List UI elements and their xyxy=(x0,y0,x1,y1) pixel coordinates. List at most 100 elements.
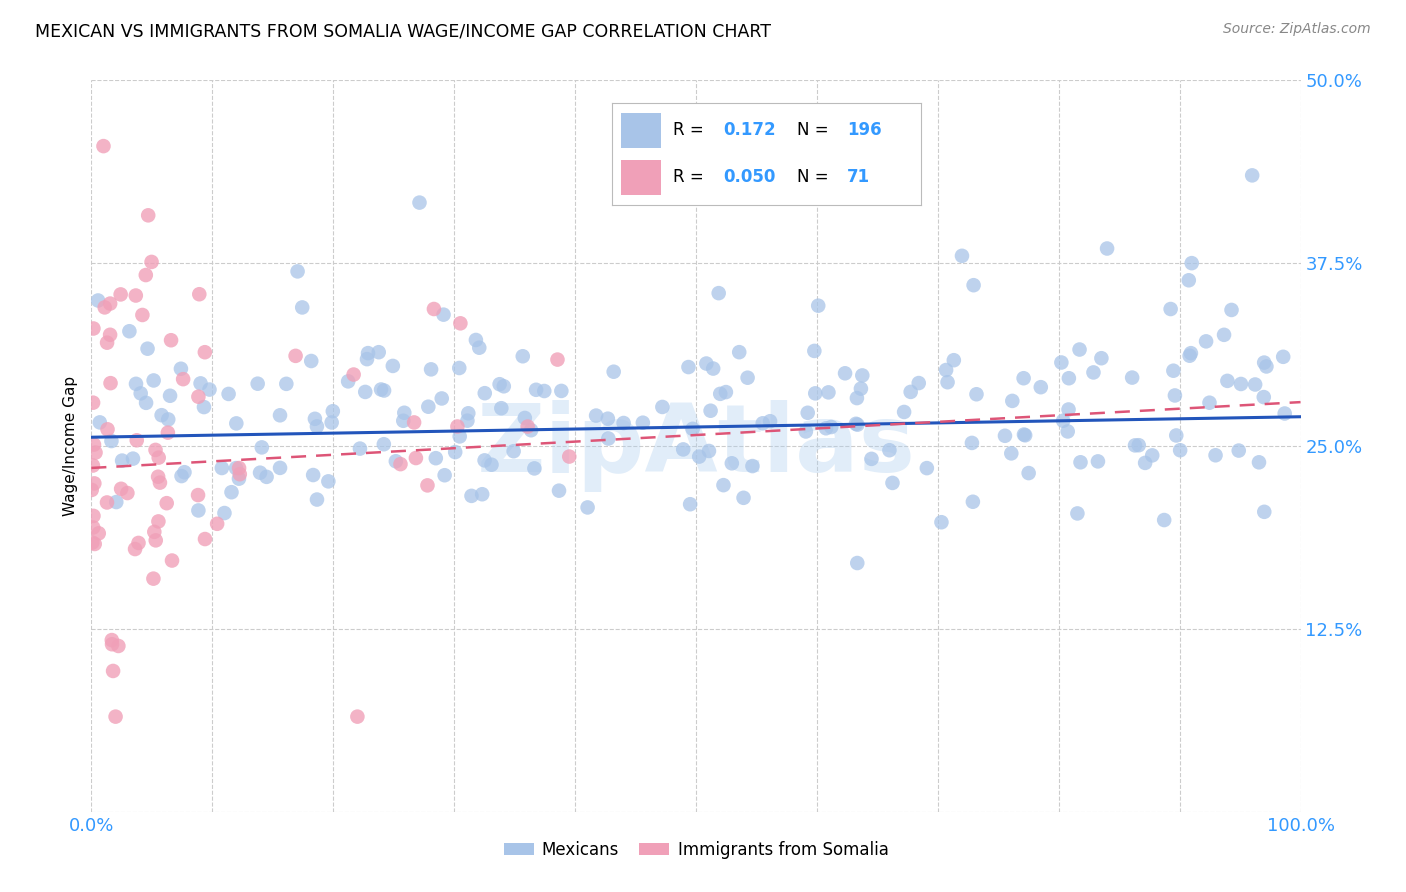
Point xyxy=(373,384,395,398)
Point xyxy=(150,408,173,422)
Point xyxy=(100,376,122,391)
Point xyxy=(187,488,209,502)
Point xyxy=(1178,349,1201,363)
Point xyxy=(143,524,166,539)
Point xyxy=(794,425,817,439)
Point xyxy=(699,403,721,417)
Point xyxy=(135,268,157,282)
Point xyxy=(907,376,929,390)
Point xyxy=(228,461,250,475)
Point xyxy=(796,406,818,420)
Point xyxy=(707,286,730,301)
Point xyxy=(148,450,170,465)
Point xyxy=(101,664,124,678)
Point xyxy=(302,468,325,483)
Point xyxy=(246,376,269,391)
Point xyxy=(516,419,538,434)
Point xyxy=(198,383,221,397)
Point xyxy=(1227,443,1250,458)
Point xyxy=(733,491,755,505)
Point xyxy=(211,461,233,475)
Point xyxy=(101,637,124,651)
Point xyxy=(849,382,872,396)
Point xyxy=(1205,448,1227,462)
Point xyxy=(846,556,869,570)
Point xyxy=(82,395,104,409)
Legend: Mexicans, Immigrants from Somalia: Mexicans, Immigrants from Somalia xyxy=(496,834,896,865)
Point xyxy=(128,536,150,550)
Point xyxy=(135,396,157,410)
Point xyxy=(131,308,153,322)
Point xyxy=(1142,449,1164,463)
Point xyxy=(962,278,984,293)
Point xyxy=(218,387,240,401)
Point xyxy=(1133,456,1156,470)
Point xyxy=(468,341,491,355)
Point xyxy=(187,390,209,404)
Text: R =: R = xyxy=(673,169,710,186)
Point xyxy=(533,384,555,398)
Point xyxy=(702,361,724,376)
Text: 71: 71 xyxy=(846,169,870,186)
Point xyxy=(1057,402,1080,417)
Point xyxy=(80,483,103,497)
Point xyxy=(194,532,217,546)
Point xyxy=(1069,455,1091,469)
Point xyxy=(89,416,111,430)
Point xyxy=(321,416,343,430)
Point xyxy=(149,475,172,490)
Point xyxy=(423,301,446,316)
Point xyxy=(188,287,211,301)
Point xyxy=(156,425,179,440)
Text: 0.172: 0.172 xyxy=(723,121,776,139)
Point xyxy=(851,368,873,383)
Point xyxy=(172,372,194,386)
Point xyxy=(474,453,496,467)
Point xyxy=(136,208,159,222)
Point xyxy=(893,405,915,419)
Point xyxy=(394,406,416,420)
Point xyxy=(1241,169,1264,183)
Point xyxy=(82,520,104,534)
Point xyxy=(125,376,148,391)
Point xyxy=(1253,505,1275,519)
Point xyxy=(1256,359,1278,374)
Point xyxy=(602,365,624,379)
Point xyxy=(672,442,695,457)
Point xyxy=(714,385,737,400)
Point xyxy=(142,374,165,388)
Point xyxy=(136,342,159,356)
Point xyxy=(994,429,1017,443)
Point xyxy=(269,409,291,423)
Point xyxy=(389,457,412,471)
Point xyxy=(817,385,839,400)
Point xyxy=(98,327,121,342)
Point xyxy=(299,354,322,368)
Text: 196: 196 xyxy=(846,121,882,139)
Point xyxy=(1052,414,1074,428)
Point xyxy=(1001,393,1024,408)
Point xyxy=(613,416,636,430)
Point xyxy=(100,434,122,448)
Point xyxy=(214,506,236,520)
Point xyxy=(304,412,326,426)
Point xyxy=(367,345,389,359)
Point xyxy=(547,352,569,367)
Point xyxy=(576,500,599,515)
Point xyxy=(585,409,607,423)
Point xyxy=(432,308,454,322)
Point xyxy=(405,450,427,465)
Point xyxy=(1128,438,1150,452)
Point xyxy=(1087,454,1109,468)
Point xyxy=(444,445,467,459)
Point xyxy=(82,458,104,473)
Point xyxy=(170,469,193,483)
Point xyxy=(449,429,471,443)
Point xyxy=(160,333,183,347)
Point xyxy=(814,421,837,435)
Text: N =: N = xyxy=(797,169,834,186)
Point xyxy=(834,366,856,380)
Point xyxy=(373,437,395,451)
Point xyxy=(1057,371,1080,385)
Point xyxy=(404,416,426,430)
